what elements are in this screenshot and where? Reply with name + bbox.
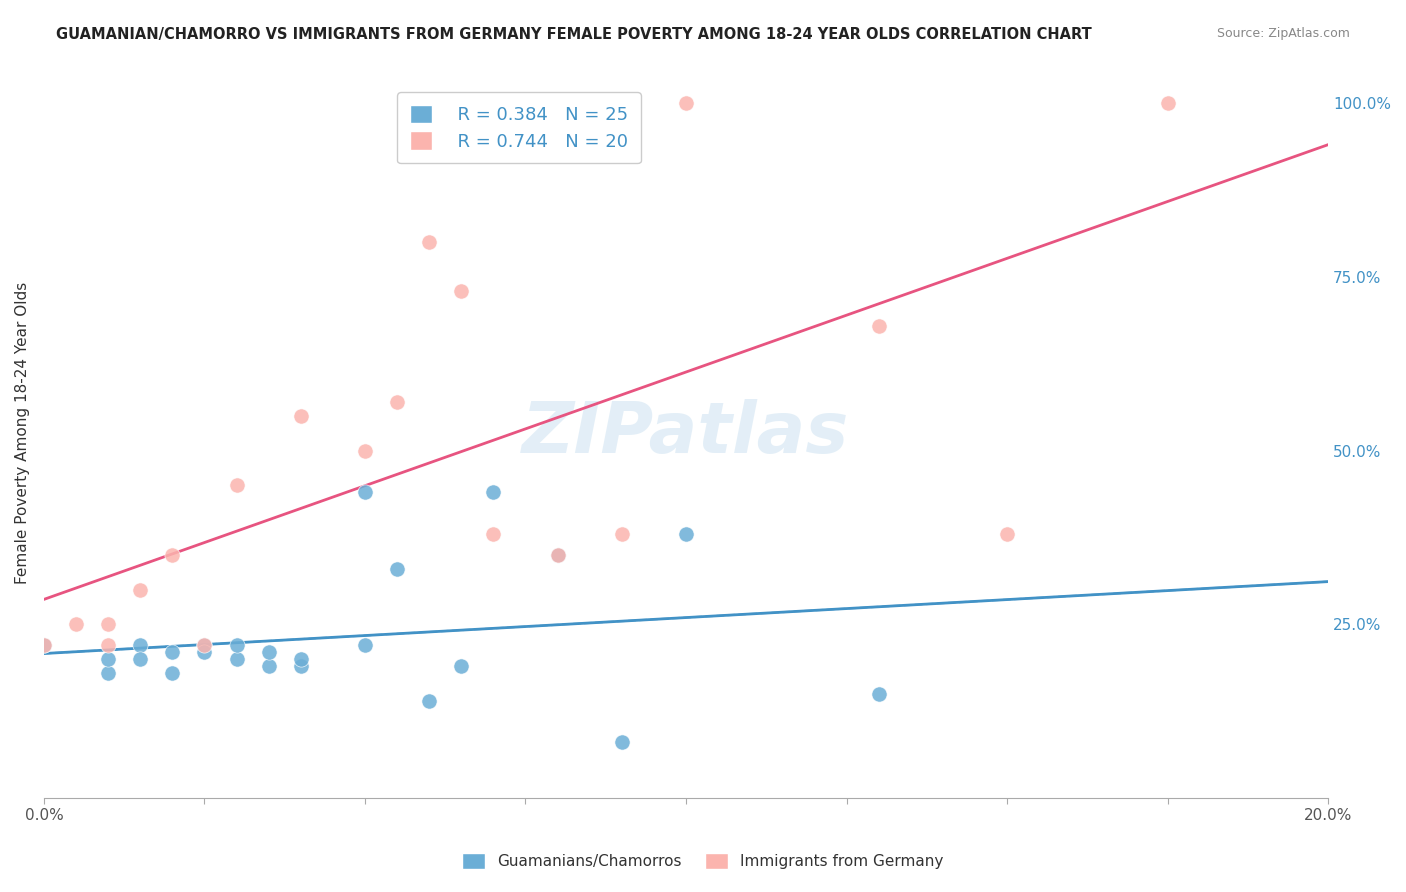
Point — [129, 582, 152, 597]
Point — [482, 527, 505, 541]
Point — [162, 548, 184, 562]
Text: ZIPatlas: ZIPatlas — [522, 399, 849, 467]
Point — [868, 318, 890, 333]
Point — [225, 478, 247, 492]
Legend:   R = 0.384   N = 25,   R = 0.744   N = 20: R = 0.384 N = 25, R = 0.744 N = 20 — [398, 92, 641, 163]
Text: GUAMANIAN/CHAMORRO VS IMMIGRANTS FROM GERMANY FEMALE POVERTY AMONG 18-24 YEAR OL: GUAMANIAN/CHAMORRO VS IMMIGRANTS FROM GE… — [56, 27, 1092, 42]
Point — [290, 409, 312, 423]
Point — [225, 652, 247, 666]
Point — [32, 638, 55, 652]
Point — [97, 617, 120, 632]
Point — [193, 638, 215, 652]
Point — [162, 645, 184, 659]
Point — [129, 638, 152, 652]
Point — [193, 638, 215, 652]
Point — [354, 638, 377, 652]
Point — [32, 638, 55, 652]
Point — [547, 548, 569, 562]
Point — [547, 548, 569, 562]
Point — [610, 735, 633, 749]
Point — [129, 652, 152, 666]
Legend: Guamanians/Chamorros, Immigrants from Germany: Guamanians/Chamorros, Immigrants from Ge… — [457, 847, 949, 875]
Point — [193, 645, 215, 659]
Point — [450, 284, 472, 298]
Point — [450, 659, 472, 673]
Point — [162, 665, 184, 680]
Point — [97, 665, 120, 680]
Point — [385, 395, 408, 409]
Point — [418, 235, 440, 250]
Point — [290, 652, 312, 666]
Point — [995, 527, 1018, 541]
Point — [257, 645, 280, 659]
Point — [257, 659, 280, 673]
Point — [385, 562, 408, 576]
Point — [225, 638, 247, 652]
Point — [675, 96, 697, 111]
Point — [97, 638, 120, 652]
Point — [65, 617, 87, 632]
Point — [482, 485, 505, 500]
Point — [354, 485, 377, 500]
Text: Source: ZipAtlas.com: Source: ZipAtlas.com — [1216, 27, 1350, 40]
Point — [418, 694, 440, 708]
Point — [675, 527, 697, 541]
Point — [1156, 96, 1178, 111]
Point — [290, 659, 312, 673]
Point — [354, 443, 377, 458]
Point — [610, 527, 633, 541]
Point — [97, 652, 120, 666]
Point — [868, 687, 890, 701]
Y-axis label: Female Poverty Among 18-24 Year Olds: Female Poverty Among 18-24 Year Olds — [15, 282, 30, 584]
